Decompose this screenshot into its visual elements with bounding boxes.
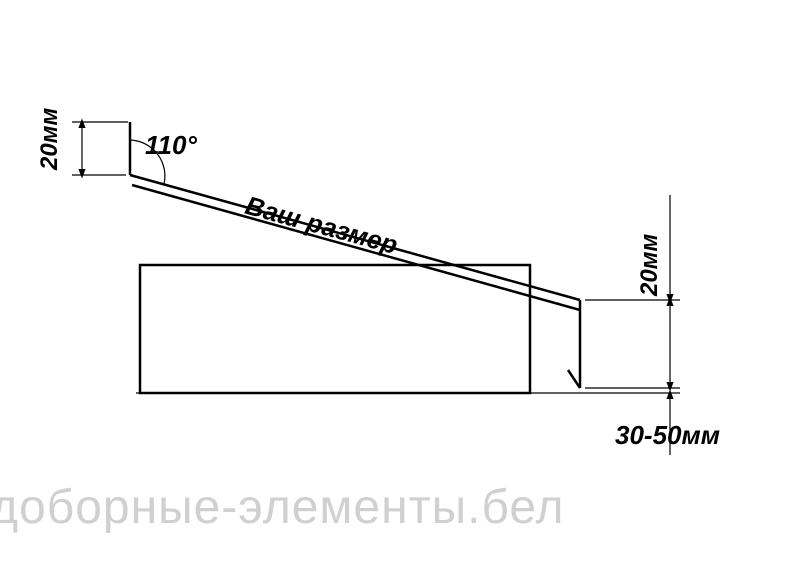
- label-bottom-30-50mm: 30-50мм: [615, 420, 720, 451]
- watermark-text: доборные-элементы.бел: [0, 480, 565, 535]
- profile-hook: [568, 370, 580, 388]
- label-right-20mm: 20мм: [636, 234, 664, 296]
- label-left-20mm: 20мм: [36, 108, 64, 170]
- technical-diagram: 20мм 110° Ваш размер 20мм 30-50мм доборн…: [0, 0, 800, 566]
- label-angle-110: 110°: [145, 130, 197, 161]
- support-block: [140, 265, 530, 393]
